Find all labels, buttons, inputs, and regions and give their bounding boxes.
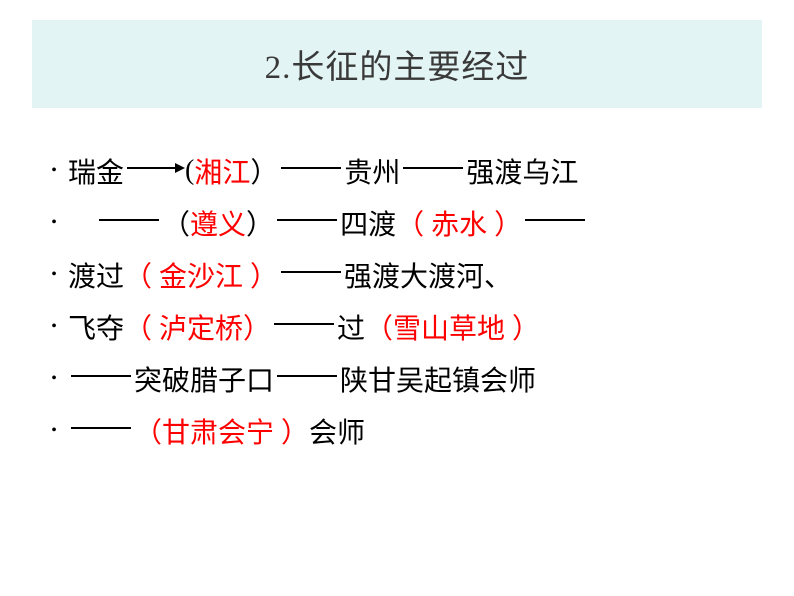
answer-text: （ 赤水 ） xyxy=(396,203,522,243)
answer-text: 遵义 xyxy=(190,203,246,243)
arrow-icon xyxy=(71,427,131,429)
answer-text: 湘江 xyxy=(194,151,250,191)
answer-text: （ 金沙江 ） xyxy=(124,255,278,295)
body-text: 过 xyxy=(337,307,365,347)
body-text: ） xyxy=(246,203,274,243)
arrow-icon xyxy=(71,375,131,377)
list-line: • 突破腊子口 陕甘吴起镇会师 xyxy=(40,353,760,405)
body-text: （ xyxy=(162,203,190,243)
body-text xyxy=(68,203,96,243)
arrow-icon xyxy=(274,323,334,325)
arrow-icon xyxy=(127,167,177,169)
body-text: 飞夺 xyxy=(68,307,124,347)
list-line: • （甘肃会宁 ） 会师 xyxy=(40,405,760,457)
answer-text: （雪山草地 ） xyxy=(365,307,540,347)
bullet-icon: • xyxy=(40,422,68,440)
bullet-icon: • xyxy=(40,266,68,284)
bullet-icon: • xyxy=(40,214,68,232)
list-line: • （ 遵义 ） 四渡 （ 赤水 ） xyxy=(40,197,760,249)
arrowhead-icon xyxy=(175,163,185,173)
content-region: •瑞金 ( 湘江 ）贵州强渡乌江• （ 遵义 ）四渡 （ 赤水 ）• 渡过 （ … xyxy=(40,145,760,457)
list-line: •瑞金 ( 湘江 ） 贵州 强渡乌江 xyxy=(40,145,760,197)
body-text: 渡过 xyxy=(68,255,124,295)
body-text: 突破腊子口 xyxy=(134,359,274,399)
arrow-icon xyxy=(277,219,337,221)
answer-text: （甘肃会宁 ） xyxy=(134,411,309,451)
body-text: 贵州 xyxy=(344,151,400,191)
arrow-icon xyxy=(281,167,341,169)
page-title: 2.长征的主要经过 xyxy=(265,40,530,88)
body-text: 四渡 xyxy=(340,203,396,243)
arrow-icon xyxy=(525,219,585,221)
arrow-icon xyxy=(277,375,337,377)
body-text: 会师 xyxy=(309,411,365,451)
list-line: • 渡过 （ 金沙江 ） 强渡大渡河、 xyxy=(40,249,760,301)
body-text: 陕甘吴起镇会师 xyxy=(340,359,536,399)
bullet-icon: • xyxy=(40,318,68,336)
body-text: 强渡乌江 xyxy=(466,151,578,191)
body-text: ( xyxy=(185,155,194,187)
list-line: •飞夺 （ 泸定桥） 过 （雪山草地 ） xyxy=(40,301,760,353)
bullet-icon: • xyxy=(40,370,68,388)
answer-text: （ 泸定桥） xyxy=(124,307,271,347)
arrow-icon xyxy=(281,271,341,273)
title-bar: 2.长征的主要经过 xyxy=(32,20,762,108)
body-text: 瑞金 xyxy=(68,151,124,191)
body-text: 强渡大渡河、 xyxy=(344,255,512,295)
arrow-icon xyxy=(99,219,159,221)
bullet-icon: • xyxy=(40,162,68,180)
arrow-icon xyxy=(403,167,463,169)
body-text: ） xyxy=(250,151,278,191)
